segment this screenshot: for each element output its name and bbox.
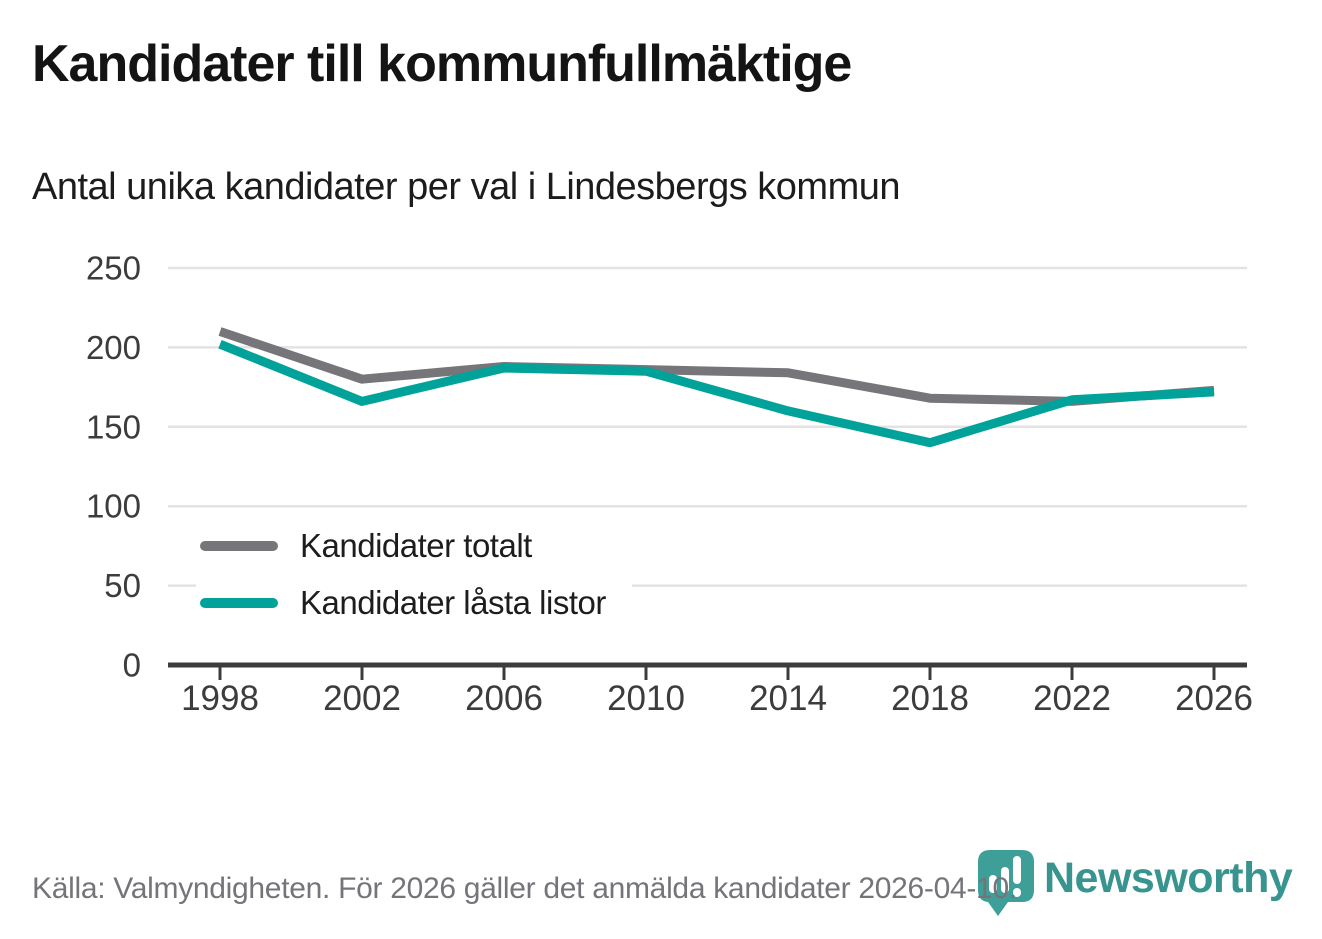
y-axis-label-100: 100 — [86, 488, 141, 525]
legend-swatch-lasta-listor-icon — [200, 598, 278, 608]
x-axis-label-1998: 1998 — [181, 679, 259, 718]
legend-swatch-totalt-icon — [200, 541, 278, 551]
y-axis-label-200: 200 — [86, 329, 141, 366]
y-axis-label-50: 50 — [104, 567, 141, 604]
x-axis-label-2010: 2010 — [607, 679, 685, 718]
legend-item-totalt: Kandidater totalt — [200, 524, 606, 568]
newsworthy-pin-icon — [978, 850, 1034, 916]
legend-label-totalt: Kandidater totalt — [300, 527, 532, 564]
x-axis-label-2006: 2006 — [465, 679, 543, 718]
legend-item-lasta-listor: Kandidater låsta listor — [200, 581, 606, 625]
series-line-lasta-listor — [218, 340, 1215, 448]
y-axis-label-250: 250 — [86, 250, 141, 287]
page-title: Kandidater till kommunfullmäktige — [32, 35, 852, 93]
x-axis-label-2018: 2018 — [891, 679, 969, 718]
x-axis-label-2026: 2026 — [1175, 679, 1253, 718]
y-axis-label-150: 150 — [86, 408, 141, 445]
newsworthy-logo: Newsworthy — [976, 844, 1306, 924]
x-axis-label-2022: 2022 — [1033, 679, 1111, 718]
y-axis-label-0: 0 — [123, 647, 141, 684]
legend: Kandidater totalt Kandidater låsta listo… — [196, 518, 632, 635]
source-note: Källa: Valmyndigheten. För 2026 gäller d… — [32, 872, 1017, 905]
chart-subtitle: Antal unika kandidater per val i Lindesb… — [32, 166, 901, 208]
x-axis-label-2014: 2014 — [749, 679, 827, 718]
legend-label-lasta-listor: Kandidater låsta listor — [300, 584, 606, 621]
x-axis-label-2002: 2002 — [323, 679, 401, 718]
newsworthy-wordmark: Newsworthy — [1044, 854, 1293, 902]
series-line-totalt — [218, 327, 1215, 406]
